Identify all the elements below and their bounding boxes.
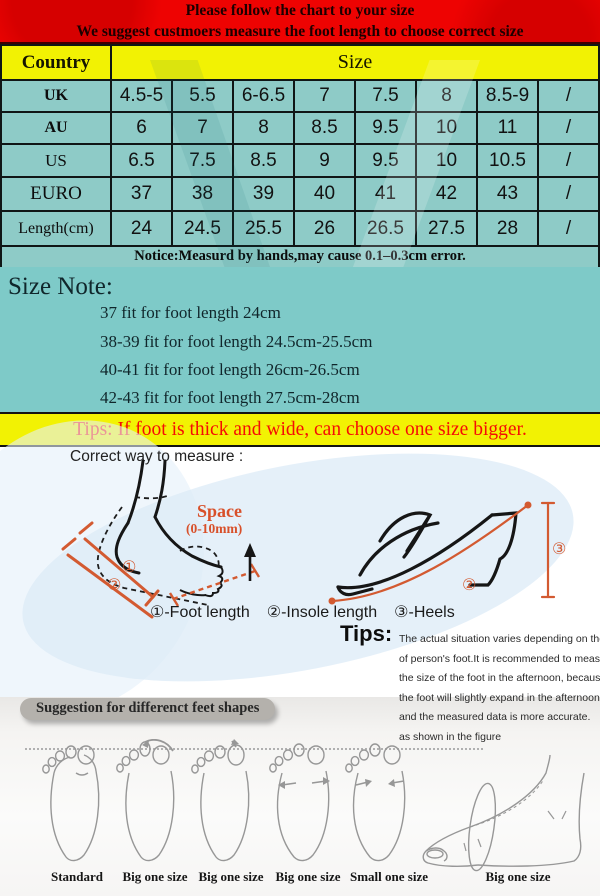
size-cell: / [537, 143, 600, 178]
tips-paragraph: The actual situation varies depending on… [399, 633, 600, 743]
size-cell: 9.5 [354, 143, 417, 178]
measure-heading: Correct way to measure : [70, 448, 244, 465]
marker-1-icon: ① [122, 557, 137, 576]
marker-3-icon: ③ [552, 539, 567, 558]
row-label: US [0, 143, 112, 178]
size-cell: 40 [293, 176, 356, 212]
table-notice-row: Notice:Measurd by hands,may cause 0.1–0.… [0, 245, 600, 270]
size-cell: 7 [171, 111, 234, 145]
table-row-uk: UK 4.5-5 5.5 6-6.5 7 7.5 8 8.5-9 / [0, 79, 600, 113]
table-header-row: Country Size [0, 44, 600, 81]
row-label: UK [0, 79, 112, 113]
foot-label: Big one size [122, 869, 188, 884]
size-cell: 8.5 [232, 143, 295, 178]
size-note-line: 40-41 fit for foot length 26cm-26.5cm [100, 360, 360, 379]
size-cell: 43 [476, 176, 539, 212]
size-cell: 6 [110, 111, 173, 145]
dotted-divider [25, 748, 483, 750]
size-cell: / [537, 176, 600, 212]
size-note-section: Size Note: 37 fit for foot length 24cm 3… [0, 267, 600, 412]
size-table: Country Size UK 4.5-5 5.5 6-6.5 7 7.5 8 … [0, 44, 600, 270]
size-cell: / [537, 79, 600, 113]
size-note-line: 42-43 fit for foot length 27.5cm-28cm [100, 388, 360, 407]
size-cell: 25.5 [232, 210, 295, 247]
foot-label: Small one size [350, 869, 428, 884]
table-row-length: Length(cm) 24 24.5 25.5 26 26.5 27.5 28 … [0, 210, 600, 247]
heel-measure-diagram [328, 501, 556, 605]
size-cell: 8 [232, 111, 295, 145]
top-banner-line2: We suggest custmoers measure the foot le… [76, 23, 524, 40]
size-cell: 6-6.5 [232, 79, 295, 113]
size-cell: 8.5-9 [476, 79, 539, 113]
size-cell: 9.5 [354, 111, 417, 145]
legend-item: ②-Insole length [266, 604, 378, 621]
space-label: Space [197, 501, 242, 521]
size-cell: 5.5 [171, 79, 234, 113]
marker-2-icon: ② [107, 575, 122, 594]
foot-shape-side-view [422, 755, 585, 872]
row-label: Length(cm) [0, 210, 112, 247]
size-cell: 26 [293, 210, 356, 247]
size-cell: 28 [476, 210, 539, 247]
table-row-au: AU 6 7 8 8.5 9.5 10 11 / [0, 111, 600, 145]
size-cell: 38 [171, 176, 234, 212]
size-cell: 7.5 [354, 79, 417, 113]
top-banner: Please follow the chart to your size We … [0, 0, 600, 44]
size-cell: 7.5 [171, 143, 234, 178]
size-cell: 8 [415, 79, 478, 113]
foot-shape-narrow [345, 743, 406, 862]
size-cell: 4.5-5 [110, 79, 173, 113]
size-cell: 26.5 [354, 210, 417, 247]
foot-shape-standard [42, 745, 100, 862]
header-country: Country [0, 44, 112, 81]
top-banner-line1: Please follow the chart to your size [185, 2, 415, 19]
size-cell: 11 [476, 111, 539, 145]
size-cell: 10.5 [476, 143, 539, 178]
row-label: AU [0, 111, 112, 145]
size-cell: 27.5 [415, 210, 478, 247]
notice-text: Notice:Measurd by hands,may cause 0.1–0.… [0, 245, 600, 270]
foot-label: Big one size [198, 869, 264, 884]
foot-shape-big-toe [191, 739, 250, 862]
measure-legend: ①-Foot length ②-Insole length ③-Heels [150, 602, 470, 622]
table-row-us: US 6.5 7.5 8.5 9 9.5 10 10.5 / [0, 143, 600, 178]
size-cell: / [537, 111, 600, 145]
tips-label: Tips: [340, 621, 393, 646]
header-size: Size [110, 44, 600, 81]
size-cell: 9 [293, 143, 356, 178]
size-cell: 10 [415, 143, 478, 178]
feet-section-heading: Suggestion for differenct feet shapes [20, 698, 276, 720]
table-row-euro: EURO 37 38 39 40 41 42 43 / [0, 176, 600, 212]
foot-label: Big one size [275, 869, 341, 884]
space-range: (0-10mm) [186, 521, 243, 536]
foot-label: Big one size [485, 869, 551, 884]
legend-item: ③-Heels [394, 604, 455, 621]
foot-measure-diagram [61, 459, 261, 619]
foot-shape-long-second-toe [116, 739, 175, 862]
row-label: EURO [0, 176, 112, 212]
size-cell: 24 [110, 210, 173, 247]
legend-item: ①-Foot length [150, 604, 250, 621]
size-cell: 8.5 [293, 111, 356, 145]
measure-section: Correct way to measure : [0, 376, 600, 758]
size-note-line: 38-39 fit for foot length 24.5cm-25.5cm [100, 332, 373, 351]
size-cell: 10 [415, 111, 478, 145]
foot-shape-wide [269, 743, 330, 862]
size-cell: 6.5 [110, 143, 173, 178]
size-cell: 7 [293, 79, 356, 113]
size-note-title: Size Note: [8, 273, 113, 300]
size-cell: 42 [415, 176, 478, 212]
feet-shapes-section: Suggestion for differenct feet shapes [0, 697, 600, 896]
size-note-line: 37 fit for foot length 24cm [100, 303, 281, 322]
size-cell: 24.5 [171, 210, 234, 247]
size-cell: / [537, 210, 600, 247]
size-cell: 41 [354, 176, 417, 212]
foot-label: Standard [50, 869, 104, 884]
size-cell: 37 [110, 176, 173, 212]
size-cell: 39 [232, 176, 295, 212]
marker-2-icon: ② [462, 575, 477, 594]
